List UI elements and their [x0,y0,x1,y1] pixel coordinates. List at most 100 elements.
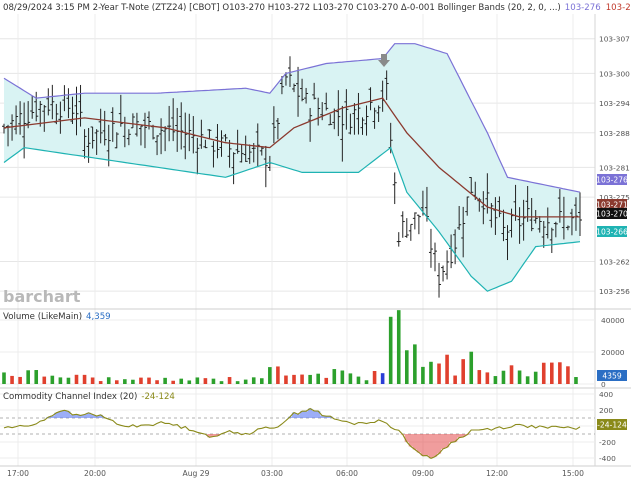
ohlc-bar [106,124,111,167]
badge-cci: -24-124 [597,419,627,430]
ohlc-bar [50,84,55,120]
volume-bar [445,354,449,384]
ohlc-bar [404,218,409,238]
ohlc-bar [432,242,437,272]
volume-bar [364,380,369,384]
ohlc-bar [336,90,341,137]
svg-text:103-276: 103-276 [596,176,628,185]
volume-bar [332,369,337,384]
volume-bar [34,370,39,384]
volume-bar [485,372,490,384]
ohlc-bar [159,118,164,155]
ohlc-bar [441,265,446,282]
bollinger-lower-line [3,146,581,292]
ohlc-bar [428,228,433,268]
svg-text:103-270: 103-270 [596,210,628,219]
ohlc-bar [239,144,244,163]
ohlc-bar [565,225,570,231]
volume-bar [227,377,232,384]
svg-text:103-266: 103-266 [596,228,628,237]
volume-bar [251,377,256,384]
volume-bar [477,370,482,384]
time-axis-tick: 12:00 [486,469,508,478]
badge-lower: 103-266 [596,226,628,237]
price-axis-tick: 103-307 [599,35,630,44]
ohlc-bar [573,197,578,231]
volume-bar [413,344,417,384]
volume-axis-tick: 0 [601,380,606,389]
badge-volume: 4359 [597,370,627,381]
volume-bar [259,378,264,384]
ohlc-bar [18,101,23,135]
ohlc-bar [328,114,333,126]
ohlc-bar [259,146,264,156]
ohlc-bar [408,223,413,241]
ohlc-bar [171,98,176,142]
bollinger-upper-line [3,43,581,193]
ohlc-bar [517,207,522,244]
volume-panel-label: Volume (LikeMain) [3,312,82,322]
volume-bar [147,377,151,384]
volume-bar [316,373,320,384]
volume-bar [155,380,159,384]
ohlc-bar [179,102,184,150]
ohlc-bar [195,137,200,175]
volume-bar [50,375,55,384]
ohlc-bar [118,94,123,127]
ohlc-bar [521,199,526,241]
volume-bar [90,377,95,384]
badge-close: 103-270 [596,208,628,219]
volume-bar [292,374,296,384]
ohlc-bar [352,103,357,135]
volume-axis-tick: 20000 [601,348,625,357]
volume-bar [324,377,329,384]
ohlc-bar [167,105,172,142]
volume-bar [58,377,63,384]
volume-bar [179,378,184,384]
volume-bar [429,361,433,384]
volume-bar [300,374,304,384]
badge-upper: 103-276 [596,174,628,185]
chart-header-title: 08/29/2024 3:15 PM 2-Year T-Note (ZTZ24)… [3,3,561,13]
watermark-logo: barchart [3,287,81,306]
volume-bar [574,377,578,384]
volume-panel: 40000 20000 0 [0,310,625,389]
price-axis-tick: 103-300 [599,69,630,78]
bollinger-band-fill [4,43,580,292]
ohlc-bar [42,104,47,132]
ohlc-bar [10,114,15,141]
volume-bar [42,376,47,384]
volume-bar [340,370,345,384]
ohlc-bar [227,139,232,168]
price-axis-tick: 103-275 [599,193,630,202]
volume-bar [550,362,554,384]
ohlc-bar [235,129,240,154]
ohlc-bar [78,84,83,127]
ohlc-bar [569,208,574,236]
volume-bar [525,376,530,384]
ohlc-bar [94,129,99,155]
volume-bar [82,374,87,384]
price-axis-tick: 103-294 [599,99,630,108]
ohlc-bar [14,105,19,135]
ohlc-bar [207,129,212,139]
price-axis-tick: 103-288 [599,129,630,138]
ohlc-bar [26,101,31,129]
ohlc-bar [74,86,79,136]
ohlc-bar [360,117,365,135]
price-axis-tick: 103-281 [599,163,630,172]
header-bb-upper: 103-276 [565,3,601,13]
ohlc-bar [545,207,550,239]
svg-text:103-271: 103-271 [596,201,628,210]
bollinger-middle-line [3,97,580,218]
ohlc-bar [155,135,160,156]
ohlc-bar [110,107,115,142]
ohlc-bar [296,66,301,117]
volume-bar [66,377,71,384]
ohlc-bar [138,125,143,146]
volume-bar [163,377,167,384]
volume-bar [211,378,216,384]
ohlc-bar [501,209,506,242]
volume-bar [203,378,208,384]
